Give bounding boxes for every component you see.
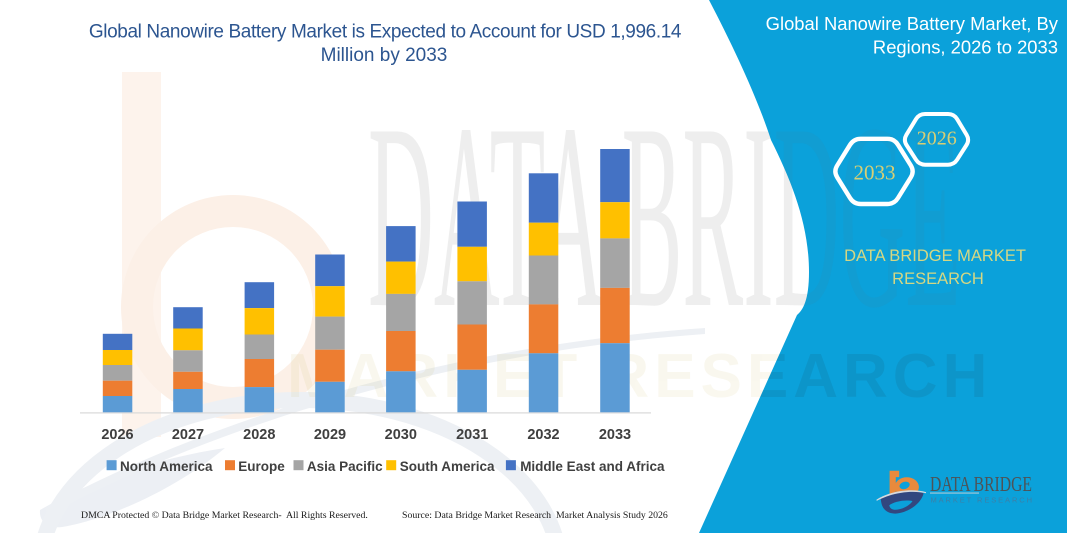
svg-text:2026: 2026: [917, 128, 957, 150]
svg-text:North America: North America: [120, 459, 213, 474]
svg-text:DMCA Protected © Data Bridge M: DMCA Protected © Data Bridge Market Rese…: [81, 510, 368, 521]
svg-text:2030: 2030: [385, 427, 417, 443]
svg-text:2026: 2026: [101, 427, 133, 443]
svg-text:Middle East and Africa: Middle East and Africa: [520, 459, 665, 474]
svg-text:RESEARCH: RESEARCH: [892, 270, 984, 288]
svg-text:Source: Data Bridge Market Res: Source: Data Bridge Market Research Mark…: [402, 510, 668, 521]
svg-text:2032: 2032: [527, 427, 559, 443]
svg-text:2033: 2033: [854, 161, 896, 185]
svg-text:Asia Pacific: Asia Pacific: [307, 459, 383, 474]
svg-text:Million by 2033: Million by 2033: [321, 45, 448, 66]
svg-text:DATA BRIDGE: DATA BRIDGE: [368, 70, 961, 363]
svg-text:2027: 2027: [172, 427, 204, 443]
svg-text:Global Nanowire Battery Market: Global Nanowire Battery Market is Expect…: [89, 22, 682, 43]
svg-text:Europe: Europe: [238, 459, 285, 474]
svg-text:2033: 2033: [599, 427, 631, 443]
svg-text:DATA BRIDGE MARKET: DATA BRIDGE MARKET: [844, 247, 1026, 265]
svg-text:South America: South America: [400, 459, 495, 474]
svg-text:MARKET RESEARCH: MARKET RESEARCH: [931, 496, 1033, 505]
svg-text:2028: 2028: [243, 427, 275, 443]
svg-text:2031: 2031: [456, 427, 488, 443]
svg-text:2029: 2029: [314, 427, 346, 443]
svg-text:Global Nanowire Battery Market: Global Nanowire Battery Market, By: [766, 13, 1059, 34]
svg-text:Regions, 2026 to 2033: Regions, 2026 to 2033: [873, 37, 1058, 58]
svg-text:DATA BRIDGE: DATA BRIDGE: [930, 472, 1032, 496]
